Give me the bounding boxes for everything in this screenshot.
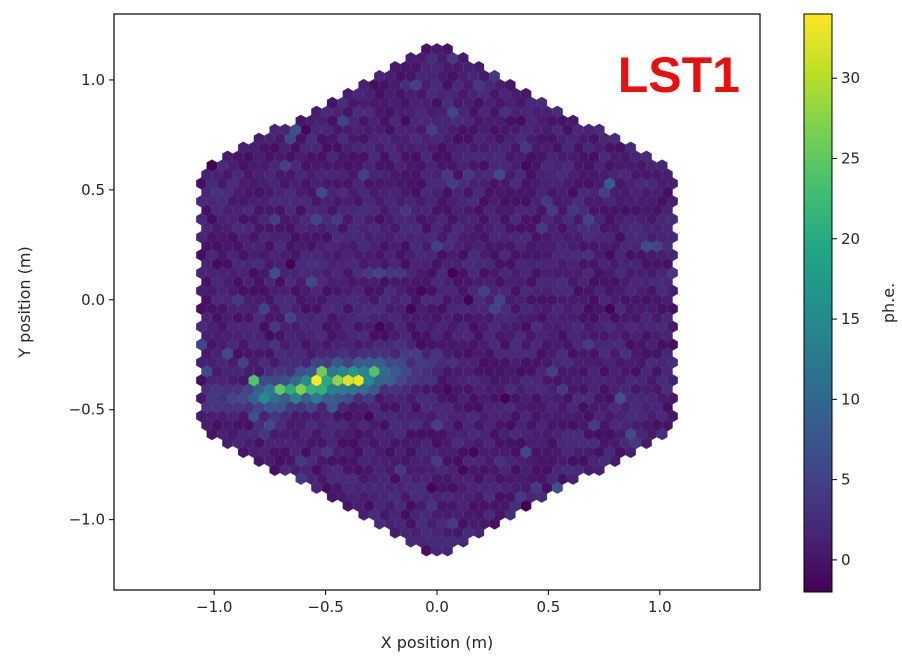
camera-pixel [489, 69, 500, 83]
camera-pixel [609, 132, 621, 146]
x-axis-label: X position (m) [381, 633, 494, 652]
x-tick-label: −0.5 [307, 598, 343, 616]
camera-pixel [504, 78, 516, 92]
camera-pixel [473, 60, 485, 74]
colorbar-tick-label: 0 [841, 551, 851, 569]
y-tick-label: 0.0 [81, 291, 105, 309]
colorbar-ticks: 0 5 10 15 20 25 30 [832, 69, 860, 569]
x-tick-label: −1.0 [196, 598, 232, 616]
pixel-layer [196, 42, 678, 557]
y-tick-label: −1.0 [69, 511, 105, 529]
camera-pixel [442, 42, 453, 56]
y-axis-label: Y position (m) [15, 246, 34, 358]
camera-pixel [656, 159, 668, 172]
colorbar-tick-label: 10 [841, 390, 860, 408]
colorbar-tick-label: 5 [841, 471, 851, 489]
lst1-label: LST1 [618, 47, 740, 103]
colorbar [803, 13, 833, 593]
colorbar-label: ph.e. [879, 283, 898, 323]
camera-pixel [567, 114, 579, 128]
camera-pixel [457, 51, 469, 65]
camera-pixel [520, 87, 532, 101]
y-tick-label: −0.5 [69, 401, 105, 419]
x-tick-label: 0.5 [536, 598, 560, 616]
y-tick-label: 1.0 [81, 71, 105, 89]
colorbar-tick-label: 25 [841, 150, 860, 168]
camera-pixel [640, 150, 652, 163]
x-tick-label: 1.0 [648, 598, 672, 616]
colorbar-tick-label: 20 [841, 230, 860, 248]
camera-pixel [536, 96, 548, 110]
axis-ticks: −1.0 −0.5 0.0 0.5 1.0 −1.0 −0.5 0.0 0.5 1.0 [69, 71, 672, 616]
camera-pixel [551, 105, 563, 119]
y-tick-label: 0.5 [81, 181, 105, 199]
colorbar-tick-label: 15 [841, 310, 860, 328]
camera-pixel [625, 141, 637, 154]
x-tick-label: 0.0 [425, 598, 449, 616]
camera-pixel [593, 123, 605, 137]
colorbar-tick-label: 30 [841, 69, 860, 87]
